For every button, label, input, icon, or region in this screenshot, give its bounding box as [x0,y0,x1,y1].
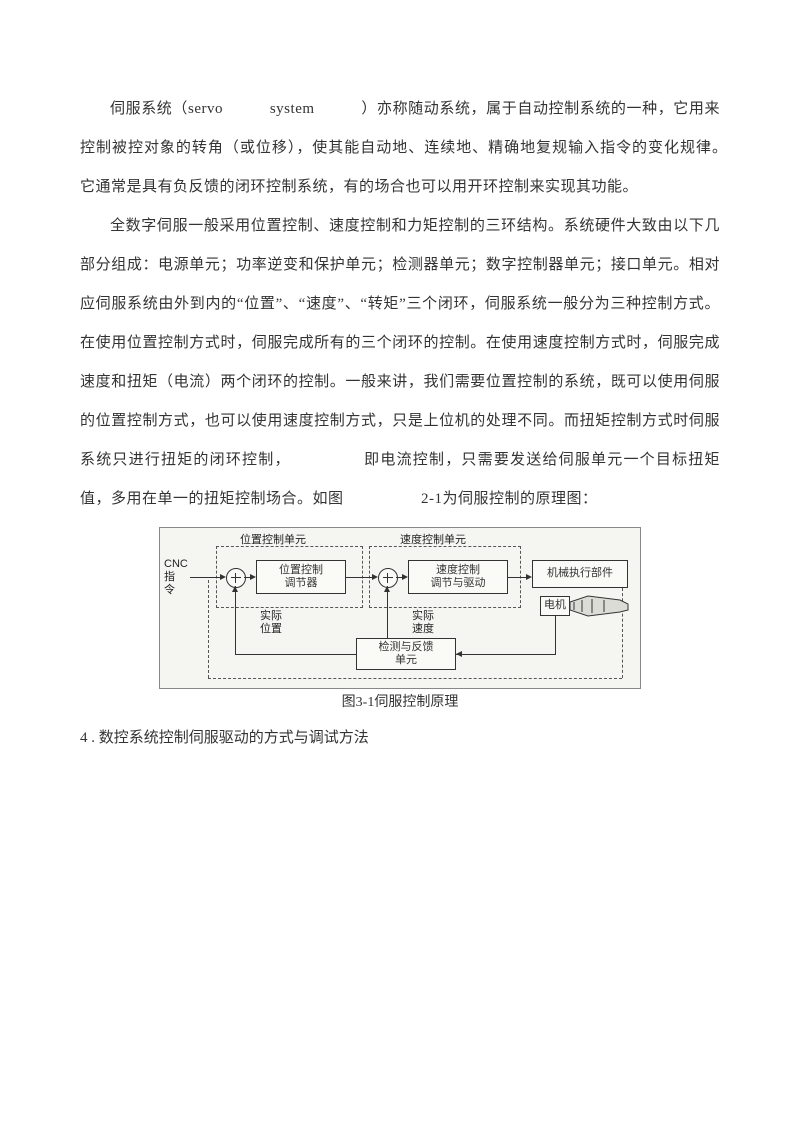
actual-speed-label: 实际 速度 [412,610,434,636]
sum-node-speed [378,568,398,588]
arrow-line [235,586,236,654]
mechanical-actuator-box: 机械执行部件 [532,560,628,588]
sum-node-position [226,568,246,588]
speed-controller-box: 速度控制 调节与驱动 [408,560,508,594]
arrow-line [456,654,556,655]
arrow-line [555,616,556,654]
body-paragraph-2: 全数字伺服一般采用位置控制、速度控制和力矩控制的三环结构。系统硬件大致由以下几部… [80,207,720,519]
arrow-line [235,654,356,655]
section-heading-4: 4 . 数控系统控制伺服驱动的方式与调试方法 [80,719,720,758]
arrow-head-icon [250,574,256,580]
figure-3-1: 位置控制单元 速度控制单元 CNC 指 令 位置控制 调节器 速度控制 调节与驱… [80,527,720,711]
actuator-shape-icon [570,594,630,620]
arrow-line [346,577,372,578]
arrow-head-icon [220,574,226,580]
actual-position-label: 实际 位置 [260,610,282,636]
arrow-head-icon [526,574,532,580]
arrow-head-icon [232,586,238,592]
arrow-head-icon [384,586,390,592]
document-page: 伺服系统（servo system ）亦称随动系统，属于自动控制系统的一种，它用… [0,0,800,1133]
body-paragraph-1: 伺服系统（servo system ）亦称随动系统，属于自动控制系统的一种，它用… [80,90,720,207]
cnc-input-label: CNC 指 令 [164,558,188,598]
detect-feedback-box: 检测与反馈 单元 [356,638,456,670]
figure-caption: 图3-1伺服控制原理 [342,691,459,711]
servo-control-diagram: 位置控制单元 速度控制单元 CNC 指 令 位置控制 调节器 速度控制 调节与驱… [159,527,641,689]
arrow-line [387,586,388,638]
position-unit-title: 位置控制单元 [240,534,306,547]
arrow-line [508,577,526,578]
arrow-head-icon [402,574,408,580]
arrow-head-icon [456,651,462,657]
position-controller-box: 位置控制 调节器 [256,560,346,594]
dashed-line [208,580,209,678]
speed-unit-title: 速度控制单元 [400,534,466,547]
arrow-line [190,577,220,578]
arrow-head-icon [372,574,378,580]
dashed-line [208,678,622,679]
motor-box: 电机 [540,596,570,616]
